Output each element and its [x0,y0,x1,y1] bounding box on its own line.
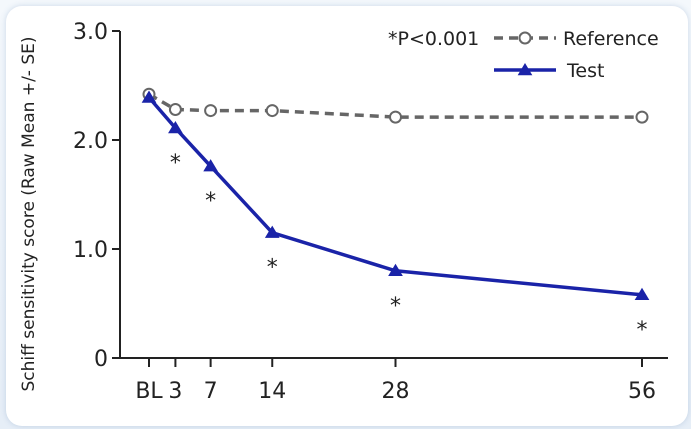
x-tick-label: 7 [204,379,218,404]
data-point [265,104,279,118]
significance-star: * [637,318,648,343]
legend-label: Test [566,60,604,82]
series-layer [141,87,650,301]
chart-axes [112,30,668,367]
data-point [168,102,182,116]
significance-star: * [205,189,216,214]
legend-marker [517,63,533,76]
legend-marker [518,31,532,45]
series-test [141,90,650,301]
y-tick-labels: 0 1.0 2.0 3.0 [73,20,108,372]
legend-label: Reference [563,28,659,50]
significance-star: * [390,294,401,319]
data-point [634,287,650,301]
y-tick-label: 3.0 [73,20,108,45]
x-tick-labels: BL 3 7 14 28 56 [135,379,656,404]
series-line [147,96,643,297]
data-point [635,110,649,124]
series-line [148,92,642,119]
legend-significance-note: *P<0.001 [388,28,479,50]
significance-markers: * * * * * [170,151,648,343]
data-point [264,225,280,238]
series-reference [142,87,649,124]
data-point [388,263,403,277]
data-point [203,159,218,172]
data-point [204,104,218,118]
legend-entry-reference: Reference [494,28,659,50]
significance-star: * [170,151,181,176]
x-tick-label: 28 [382,379,410,404]
y-axis-label: Schiff sensitivity score (Raw Mean +/- S… [19,37,39,392]
legend-entry-test: Test [494,60,604,82]
significance-star: * [267,256,278,281]
y-tick-label: 1.0 [73,238,108,263]
legend: *P<0.001 Reference Test [388,28,659,82]
x-tick-label: 56 [628,379,656,404]
x-tick-label: BL [135,379,163,404]
y-tick-label: 2.0 [73,129,108,154]
data-point [168,121,183,134]
data-point [141,90,157,103]
x-tick-label: 3 [168,379,182,404]
y-tick-label: 0 [94,347,108,372]
x-tick-label: 14 [258,379,286,404]
data-point [389,110,402,124]
